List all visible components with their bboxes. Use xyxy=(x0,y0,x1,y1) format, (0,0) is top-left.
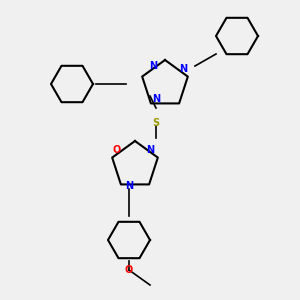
Text: O: O xyxy=(113,145,121,155)
Text: N: N xyxy=(125,181,133,191)
Text: O: O xyxy=(125,265,133,275)
Text: N: N xyxy=(179,64,187,74)
Text: N: N xyxy=(149,61,157,71)
Text: S: S xyxy=(152,118,160,128)
Text: N: N xyxy=(152,94,160,104)
Text: N: N xyxy=(146,145,154,155)
